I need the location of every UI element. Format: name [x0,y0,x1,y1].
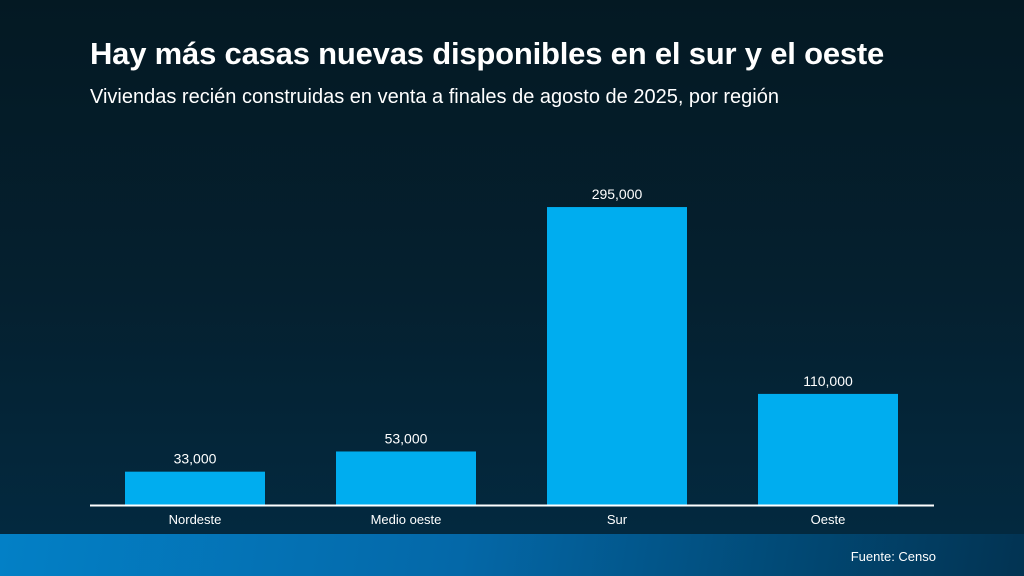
data-label: 110,000 [803,373,853,389]
source-note: Fuente: Censo [850,549,936,564]
bar-medio-oeste [336,451,476,505]
chart-title: Hay más casas nuevas disponibles en el s… [90,36,885,71]
chart-subtitle: Viviendas recién construidas en venta a … [90,86,779,108]
footer-band [0,534,1024,576]
category-label: Oeste [811,512,846,527]
category-label: Nordeste [169,512,222,527]
bar-chart: 33,000 Nordeste 53,000 Medio oeste 295,000 Su… [125,186,898,527]
data-label: 33,000 [174,451,217,467]
category-label: Sur [607,512,628,527]
bar-oeste [758,393,898,505]
bar-sur [547,207,687,506]
category-label: Medio oeste [371,512,442,527]
data-label: 295,000 [592,186,643,202]
bar-nordeste [125,471,265,505]
data-label: 53,000 [385,430,428,446]
